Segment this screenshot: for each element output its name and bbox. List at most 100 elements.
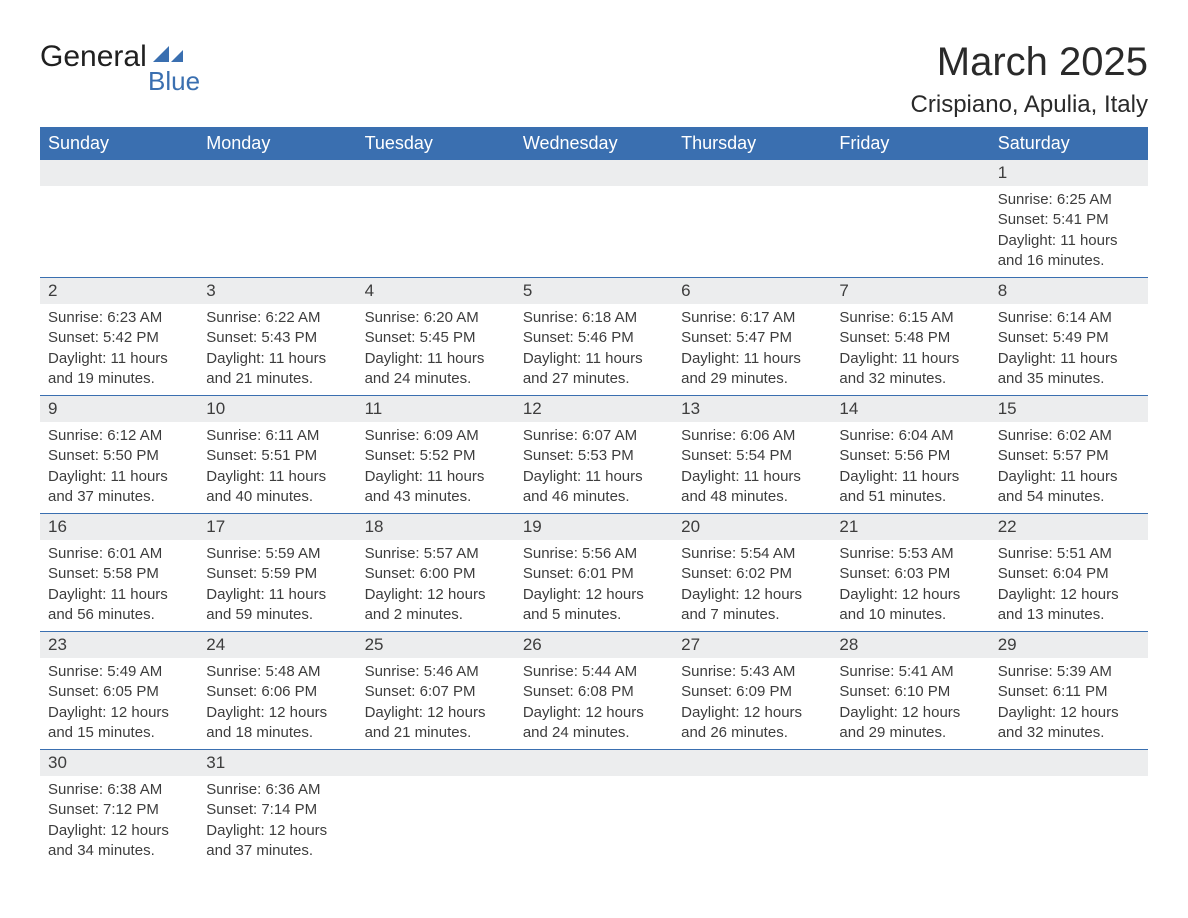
sunrise-text: Sunrise: 5:46 AM — [365, 662, 507, 682]
sunrise-text: Sunrise: 5:41 AM — [839, 662, 981, 682]
day-cell: 29Sunrise: 5:39 AMSunset: 6:11 PMDayligh… — [990, 632, 1148, 750]
day-cell: 9Sunrise: 6:12 AMSunset: 5:50 PMDaylight… — [40, 396, 198, 514]
day-cell: 7Sunrise: 6:15 AMSunset: 5:48 PMDaylight… — [831, 278, 989, 396]
day-header: Wednesday — [515, 127, 673, 160]
day-info: Sunrise: 5:48 AMSunset: 6:06 PMDaylight:… — [198, 658, 356, 749]
day-cell — [357, 750, 515, 868]
day-info — [515, 186, 673, 266]
daylight-text: Daylight: 12 hours and 21 minutes. — [365, 703, 507, 744]
sunrise-text: Sunrise: 5:54 AM — [681, 544, 823, 564]
daylight-text: Daylight: 11 hours and 35 minutes. — [998, 349, 1140, 390]
sunrise-text: Sunrise: 6:07 AM — [523, 426, 665, 446]
sunset-text: Sunset: 6:06 PM — [206, 682, 348, 702]
sunset-text: Sunset: 6:10 PM — [839, 682, 981, 702]
day-cell: 2Sunrise: 6:23 AMSunset: 5:42 PMDaylight… — [40, 278, 198, 396]
sunrise-text: Sunrise: 5:48 AM — [206, 662, 348, 682]
sunrise-text: Sunrise: 6:17 AM — [681, 308, 823, 328]
daylight-text: Daylight: 11 hours and 27 minutes. — [523, 349, 665, 390]
daylight-text: Daylight: 12 hours and 34 minutes. — [48, 821, 190, 862]
day-number: 9 — [40, 396, 198, 422]
day-info: Sunrise: 6:18 AMSunset: 5:46 PMDaylight:… — [515, 304, 673, 395]
daylight-text: Daylight: 11 hours and 51 minutes. — [839, 467, 981, 508]
day-info: Sunrise: 6:23 AMSunset: 5:42 PMDaylight:… — [40, 304, 198, 395]
day-number-empty — [673, 160, 831, 186]
day-number: 11 — [357, 396, 515, 422]
day-cell: 14Sunrise: 6:04 AMSunset: 5:56 PMDayligh… — [831, 396, 989, 514]
day-info — [357, 776, 515, 856]
sunset-text: Sunset: 5:58 PM — [48, 564, 190, 584]
day-number-empty — [357, 160, 515, 186]
day-number: 27 — [673, 632, 831, 658]
calendar-week-row: 1Sunrise: 6:25 AMSunset: 5:41 PMDaylight… — [40, 160, 1148, 278]
day-info: Sunrise: 6:38 AMSunset: 7:12 PMDaylight:… — [40, 776, 198, 867]
sunset-text: Sunset: 5:53 PM — [523, 446, 665, 466]
day-cell: 12Sunrise: 6:07 AMSunset: 5:53 PMDayligh… — [515, 396, 673, 514]
sunset-text: Sunset: 6:03 PM — [839, 564, 981, 584]
daylight-text: Daylight: 12 hours and 15 minutes. — [48, 703, 190, 744]
day-cell — [673, 750, 831, 868]
daylight-text: Daylight: 12 hours and 29 minutes. — [839, 703, 981, 744]
day-header: Tuesday — [357, 127, 515, 160]
day-cell: 22Sunrise: 5:51 AMSunset: 6:04 PMDayligh… — [990, 514, 1148, 632]
sunset-text: Sunset: 5:46 PM — [523, 328, 665, 348]
day-info: Sunrise: 6:17 AMSunset: 5:47 PMDaylight:… — [673, 304, 831, 395]
day-header: Sunday — [40, 127, 198, 160]
day-cell: 3Sunrise: 6:22 AMSunset: 5:43 PMDaylight… — [198, 278, 356, 396]
day-cell: 18Sunrise: 5:57 AMSunset: 6:00 PMDayligh… — [357, 514, 515, 632]
daylight-text: Daylight: 12 hours and 26 minutes. — [681, 703, 823, 744]
sunset-text: Sunset: 7:14 PM — [206, 800, 348, 820]
sunset-text: Sunset: 6:08 PM — [523, 682, 665, 702]
day-info: Sunrise: 5:56 AMSunset: 6:01 PMDaylight:… — [515, 540, 673, 631]
day-number: 18 — [357, 514, 515, 540]
day-header: Thursday — [673, 127, 831, 160]
calendar-week-row: 9Sunrise: 6:12 AMSunset: 5:50 PMDaylight… — [40, 396, 1148, 514]
sunset-text: Sunset: 7:12 PM — [48, 800, 190, 820]
day-number: 7 — [831, 278, 989, 304]
sunset-text: Sunset: 5:48 PM — [839, 328, 981, 348]
day-cell: 27Sunrise: 5:43 AMSunset: 6:09 PMDayligh… — [673, 632, 831, 750]
sunrise-text: Sunrise: 6:12 AM — [48, 426, 190, 446]
day-number: 16 — [40, 514, 198, 540]
sunrise-text: Sunrise: 5:53 AM — [839, 544, 981, 564]
sunset-text: Sunset: 6:11 PM — [998, 682, 1140, 702]
day-info: Sunrise: 6:25 AMSunset: 5:41 PMDaylight:… — [990, 186, 1148, 277]
day-cell: 10Sunrise: 6:11 AMSunset: 5:51 PMDayligh… — [198, 396, 356, 514]
day-number: 30 — [40, 750, 198, 776]
day-cell: 30Sunrise: 6:38 AMSunset: 7:12 PMDayligh… — [40, 750, 198, 868]
day-number: 15 — [990, 396, 1148, 422]
day-cell: 13Sunrise: 6:06 AMSunset: 5:54 PMDayligh… — [673, 396, 831, 514]
sunrise-text: Sunrise: 6:04 AM — [839, 426, 981, 446]
day-cell — [198, 160, 356, 278]
daylight-text: Daylight: 11 hours and 59 minutes. — [206, 585, 348, 626]
calendar-week-row: 23Sunrise: 5:49 AMSunset: 6:05 PMDayligh… — [40, 632, 1148, 750]
sunrise-text: Sunrise: 6:06 AM — [681, 426, 823, 446]
daylight-text: Daylight: 12 hours and 37 minutes. — [206, 821, 348, 862]
day-cell: 6Sunrise: 6:17 AMSunset: 5:47 PMDaylight… — [673, 278, 831, 396]
day-info: Sunrise: 6:36 AMSunset: 7:14 PMDaylight:… — [198, 776, 356, 867]
day-number-empty — [357, 750, 515, 776]
day-number: 22 — [990, 514, 1148, 540]
day-number: 10 — [198, 396, 356, 422]
sunrise-text: Sunrise: 6:25 AM — [998, 190, 1140, 210]
day-number-empty — [673, 750, 831, 776]
sunrise-text: Sunrise: 6:01 AM — [48, 544, 190, 564]
day-info: Sunrise: 6:02 AMSunset: 5:57 PMDaylight:… — [990, 422, 1148, 513]
day-cell: 11Sunrise: 6:09 AMSunset: 5:52 PMDayligh… — [357, 396, 515, 514]
day-cell — [990, 750, 1148, 868]
sunset-text: Sunset: 6:02 PM — [681, 564, 823, 584]
sunrise-text: Sunrise: 5:43 AM — [681, 662, 823, 682]
daylight-text: Daylight: 11 hours and 43 minutes. — [365, 467, 507, 508]
day-cell: 23Sunrise: 5:49 AMSunset: 6:05 PMDayligh… — [40, 632, 198, 750]
sunset-text: Sunset: 5:52 PM — [365, 446, 507, 466]
sunset-text: Sunset: 5:43 PM — [206, 328, 348, 348]
day-number: 13 — [673, 396, 831, 422]
sunset-text: Sunset: 5:45 PM — [365, 328, 507, 348]
calendar-header: SundayMondayTuesdayWednesdayThursdayFrid… — [40, 127, 1148, 160]
day-number: 14 — [831, 396, 989, 422]
day-cell — [515, 160, 673, 278]
day-number: 21 — [831, 514, 989, 540]
day-cell: 16Sunrise: 6:01 AMSunset: 5:58 PMDayligh… — [40, 514, 198, 632]
daylight-text: Daylight: 12 hours and 24 minutes. — [523, 703, 665, 744]
day-cell: 28Sunrise: 5:41 AMSunset: 6:10 PMDayligh… — [831, 632, 989, 750]
day-info: Sunrise: 6:04 AMSunset: 5:56 PMDaylight:… — [831, 422, 989, 513]
